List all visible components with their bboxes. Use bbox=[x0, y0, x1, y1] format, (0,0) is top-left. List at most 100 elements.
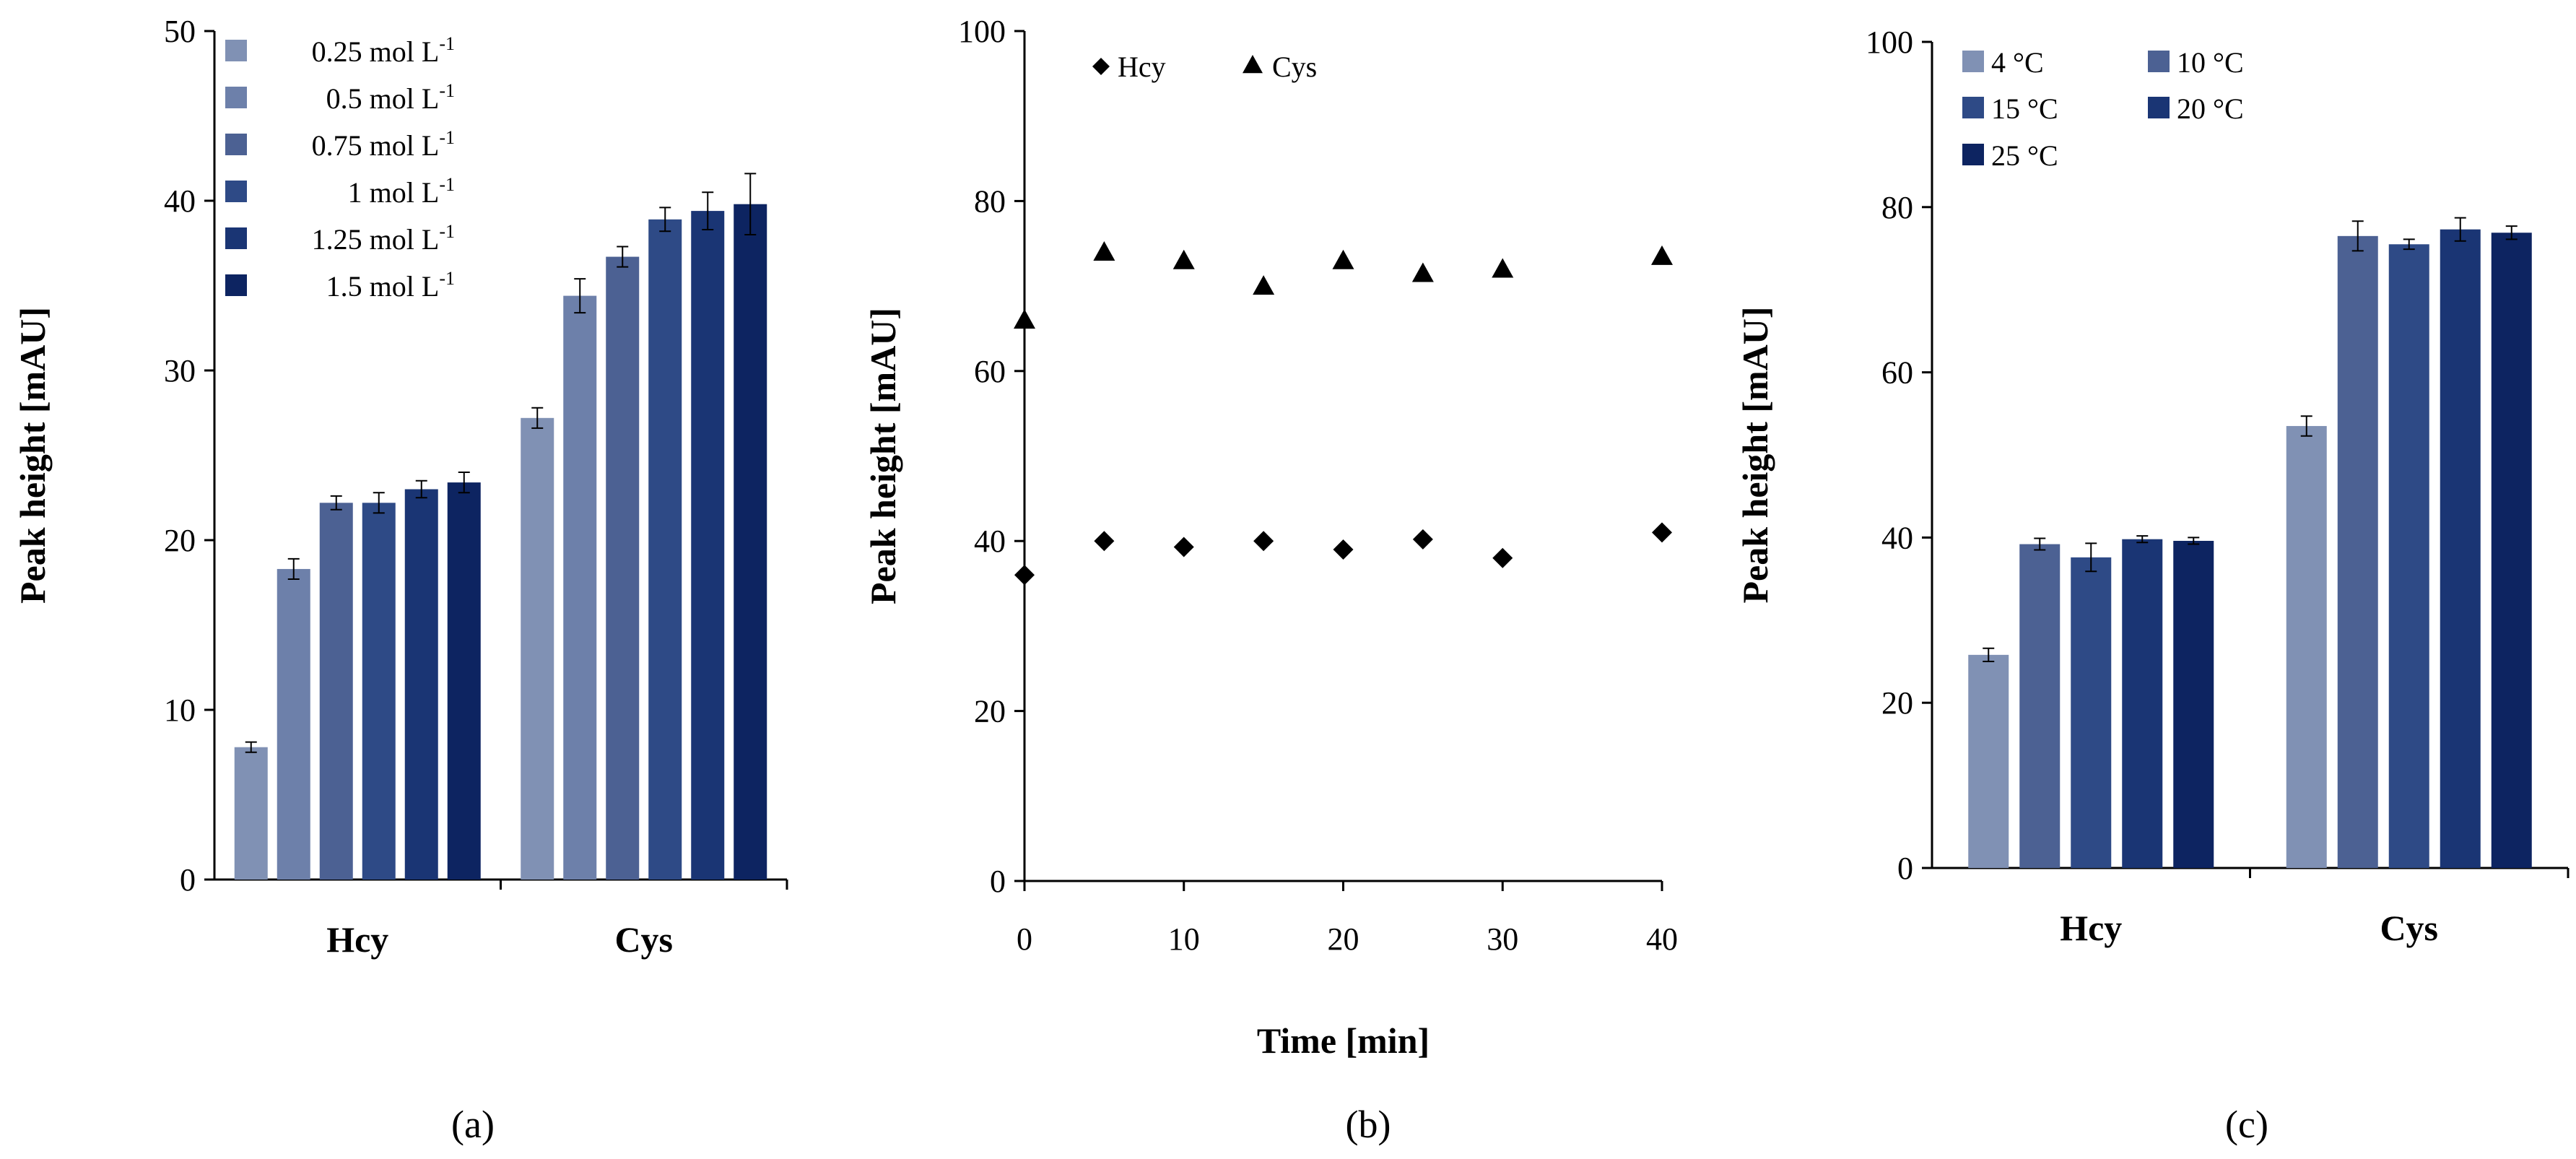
legend-swatch bbox=[225, 40, 247, 61]
panel-label: (b) bbox=[1346, 1103, 1391, 1146]
hcy-point bbox=[1492, 547, 1513, 568]
hcy-point bbox=[1652, 522, 1672, 543]
legend-swatch bbox=[225, 227, 247, 249]
legend-label: 20 °C bbox=[2177, 92, 2244, 125]
bar bbox=[2019, 544, 2061, 868]
bar bbox=[234, 747, 268, 880]
y-axis-title: Peak height [mAU] bbox=[863, 308, 903, 604]
bar bbox=[277, 568, 310, 880]
panel-label: (a) bbox=[451, 1103, 495, 1146]
cys-point bbox=[1651, 245, 1673, 265]
legend-swatch bbox=[1962, 97, 1984, 118]
legend-swatch bbox=[2148, 51, 2170, 72]
bar bbox=[2286, 425, 2327, 868]
bar bbox=[734, 204, 767, 880]
x-category-label: Hcy bbox=[326, 919, 388, 960]
legend-label-superscript: -1 bbox=[439, 221, 455, 242]
cys-point bbox=[1411, 262, 1434, 282]
legend-swatch bbox=[225, 181, 247, 202]
x-tick-label: 40 bbox=[1646, 921, 1678, 957]
x-axis-title: Time [min] bbox=[1257, 1020, 1430, 1061]
legend-label-superscript: -1 bbox=[439, 268, 455, 289]
hcy-point bbox=[1333, 539, 1354, 560]
legend-label: 10 °C bbox=[2177, 46, 2244, 79]
legend-label-superscript: -1 bbox=[439, 174, 455, 195]
bar bbox=[648, 219, 682, 880]
legend-label: Hcy bbox=[1118, 51, 1166, 83]
hcy-point bbox=[1094, 531, 1115, 552]
bar bbox=[1968, 654, 2009, 868]
legend-label: 1.5 mol L-1 bbox=[326, 268, 455, 303]
y-tick-label: 20 bbox=[974, 694, 1006, 729]
legend-swatch bbox=[225, 134, 247, 155]
x-tick-label: 20 bbox=[1328, 921, 1359, 957]
cys-point bbox=[1253, 275, 1275, 295]
legend-label-text: 0.25 mol L bbox=[312, 35, 440, 68]
y-tick-label: 80 bbox=[974, 183, 1006, 219]
y-tick-label: 60 bbox=[974, 354, 1006, 389]
bar bbox=[2071, 557, 2112, 868]
bar bbox=[2122, 539, 2163, 868]
legend-label-text: 0.5 mol L bbox=[326, 82, 440, 115]
bar bbox=[2440, 229, 2481, 868]
x-category-label: Cys bbox=[2380, 908, 2438, 948]
bar bbox=[563, 295, 597, 880]
y-axis-title: Peak height [mAU] bbox=[12, 307, 53, 604]
x-category-label: Cys bbox=[614, 919, 673, 960]
legend-label: 0.75 mol L-1 bbox=[312, 127, 455, 162]
legend-label: 0.25 mol L-1 bbox=[312, 33, 455, 68]
y-tick-label: 60 bbox=[1881, 355, 1913, 391]
hcy-point bbox=[1253, 531, 1274, 552]
y-tick-label: 20 bbox=[1881, 685, 1913, 721]
legend-swatch bbox=[225, 87, 247, 108]
y-tick-label: 80 bbox=[1881, 190, 1913, 225]
bar bbox=[691, 211, 725, 880]
legend-label-text: 0.75 mol L bbox=[312, 129, 440, 162]
bar bbox=[362, 503, 396, 880]
y-tick-label: 40 bbox=[164, 183, 196, 219]
x-tick-label: 10 bbox=[1168, 921, 1200, 957]
legend-label-text: 1.25 mol L bbox=[312, 223, 440, 256]
legend-label: 25 °C bbox=[1991, 139, 2058, 172]
hcy-point bbox=[1412, 529, 1433, 550]
legend-label-superscript: -1 bbox=[439, 127, 455, 148]
legend-swatch bbox=[2148, 97, 2170, 118]
y-tick-label: 100 bbox=[958, 14, 1006, 49]
legend-label: 4 °C bbox=[1991, 46, 2044, 79]
bar bbox=[447, 482, 481, 880]
cys-point bbox=[1093, 241, 1115, 261]
y-tick-label: 10 bbox=[164, 693, 196, 728]
panel-b-scatter-chart: 0 20 40 60 80 100 0 10 20 30 40 Hcy Cys Peak height [… bbox=[863, 14, 1678, 1146]
bar bbox=[2388, 244, 2429, 868]
bar bbox=[606, 256, 640, 880]
y-tick-label: 0 bbox=[1897, 851, 1913, 886]
x-tick-label: 30 bbox=[1487, 921, 1518, 957]
legend-marker-cys bbox=[1243, 55, 1263, 74]
y-tick-label: 40 bbox=[974, 524, 1006, 559]
cys-point bbox=[1492, 258, 1514, 278]
bar bbox=[404, 489, 438, 880]
x-category-label: Hcy bbox=[2060, 908, 2122, 948]
y-tick-label: 40 bbox=[1881, 520, 1913, 555]
legend-label-text: 1 mol L bbox=[348, 176, 440, 209]
panel-a-bar-chart: 0 10 20 30 40 50 Hcy Cys Peak height [mAU] (a) 0.2… bbox=[12, 14, 788, 1146]
bar bbox=[521, 417, 554, 880]
legend-swatch bbox=[1962, 144, 1984, 165]
bar bbox=[2173, 540, 2214, 868]
legend-swatch bbox=[1962, 51, 1984, 72]
y-tick-label: 0 bbox=[180, 862, 196, 898]
legend-label: Cys bbox=[1272, 51, 1317, 83]
bar bbox=[2491, 233, 2532, 868]
cys-point bbox=[1014, 309, 1035, 329]
panel-label: (c) bbox=[2225, 1103, 2268, 1146]
x-tick-label: 0 bbox=[1017, 921, 1032, 957]
legend-label: 1 mol L-1 bbox=[348, 174, 455, 209]
legend-label-superscript: -1 bbox=[439, 33, 455, 54]
y-tick-label: 0 bbox=[990, 864, 1006, 899]
legend-swatch bbox=[225, 274, 247, 296]
bar bbox=[319, 503, 353, 880]
y-tick-label: 20 bbox=[164, 523, 196, 558]
legend-label-superscript: -1 bbox=[439, 80, 455, 101]
y-axis-title: Peak height [mAU] bbox=[1735, 306, 1775, 603]
